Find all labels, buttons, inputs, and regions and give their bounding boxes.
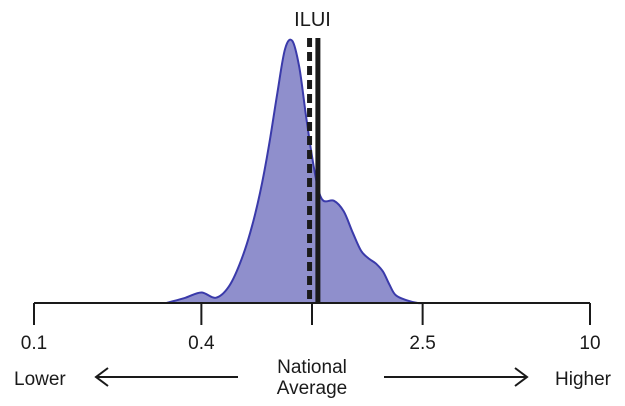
x-axis-ticks xyxy=(33,303,591,325)
higher-label: Higher xyxy=(555,369,611,390)
tick-label-0.4: 0.4 xyxy=(188,333,215,354)
density-area xyxy=(166,38,423,305)
national-average-label: National Average xyxy=(212,357,412,399)
tick-label-2.5: 2.5 xyxy=(409,333,436,354)
left-arrow-icon xyxy=(94,367,109,387)
national-label: National xyxy=(277,357,347,378)
chart-title: ILUI xyxy=(294,9,331,31)
tick-label-10: 10 xyxy=(579,333,601,354)
average-label: Average xyxy=(276,378,348,399)
lower-label: Lower xyxy=(14,369,66,390)
right-arrow-icon xyxy=(514,367,529,387)
tick-label-0.1: 0.1 xyxy=(20,333,48,354)
